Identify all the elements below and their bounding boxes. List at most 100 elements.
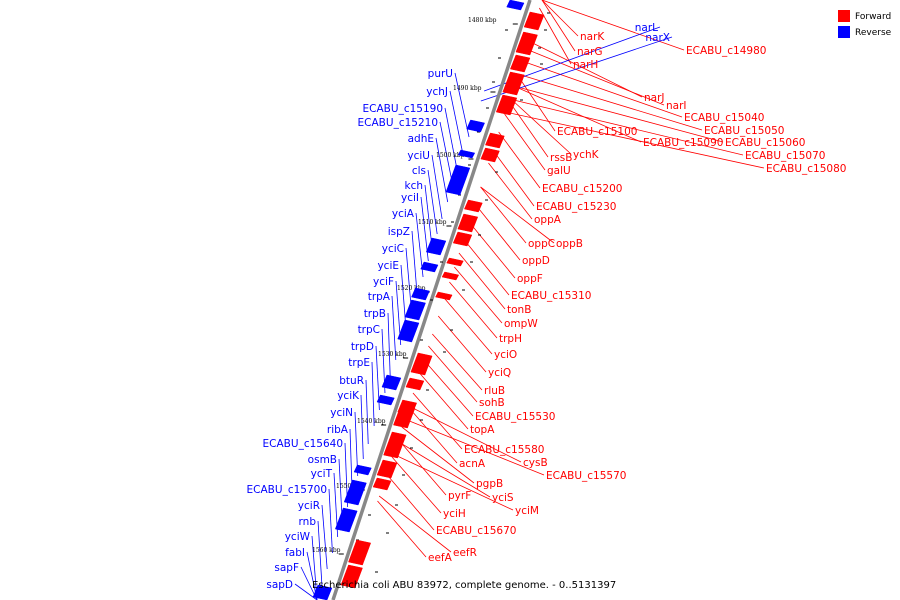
gene-leader-line: [328, 488, 333, 554]
gene-leader-line: [492, 149, 535, 207]
gene-label-cls: cls: [412, 165, 426, 177]
gene-label-ycih: yciH: [443, 508, 466, 520]
gene-label-ompw: ompW: [504, 318, 538, 330]
gene-label-yciw: yciW: [285, 531, 311, 543]
gene-leader-line: [411, 230, 418, 296]
gene-label-acna: acnA: [459, 458, 486, 470]
forward-gene-block: [372, 477, 392, 491]
gene-leader-line: [488, 162, 533, 220]
kbp-tick-label: 1510 kbp: [418, 219, 447, 226]
legend: Forward Reverse: [838, 10, 892, 38]
gene-label-pyrf: pyrF: [448, 490, 471, 502]
forward-gene-block: [510, 54, 531, 73]
gene-label-ecabu-c15230: ECABU_c15230: [536, 201, 616, 213]
kbp-tick-label: 1480 kbp: [468, 17, 497, 24]
gene-leader-line: [371, 361, 375, 427]
forward-gene-block: [441, 271, 460, 281]
gene-label-ycim: yciM: [515, 505, 539, 517]
gene-leader-line: [404, 418, 545, 476]
gene-leader-line: [400, 264, 407, 330]
gene-label-ycif: yciF: [373, 276, 394, 288]
reverse-gene-block: [457, 149, 476, 159]
gene-label-yciq: yciQ: [488, 367, 511, 379]
gene-label-eefa: eefA: [428, 552, 453, 564]
gene-leader-line: [504, 113, 546, 171]
gene-leader-line: [463, 238, 510, 296]
gene-leader-line: [437, 315, 487, 373]
gene-label-sapd: sapD: [266, 579, 293, 591]
gene-label-trpd: trpD: [351, 341, 374, 353]
gene-label-ecabu-c15070: ECABU_c15070: [745, 150, 825, 162]
gene-leader-line: [498, 131, 541, 189]
gene-leader-line: [387, 312, 391, 378]
gene-label-ispz: ispZ: [388, 226, 410, 238]
gene-label-fabi: fabI: [285, 547, 305, 559]
forward-gene-block: [446, 257, 464, 267]
gene-label-galu: galU: [547, 165, 571, 177]
gene-label-oppc: oppC: [528, 238, 555, 250]
gene-label-trph: trpH: [499, 333, 522, 345]
gene-label-eefr: eefR: [453, 547, 477, 559]
gene-label-ecabu-c15090: ECABU_c15090: [643, 137, 723, 149]
forward-gene-block: [383, 431, 407, 459]
gene-leader-line: [480, 186, 527, 244]
gene-leader-line: [427, 169, 438, 235]
gene-leader-line: [517, 73, 703, 131]
gene-leader-line: [539, 7, 572, 65]
legend-forward-swatch: [838, 10, 850, 22]
gene-label-ecabu-c15670: ECABU_c15670: [436, 525, 516, 537]
gene-label-ycia: yciA: [392, 208, 415, 220]
gene-label-oppf: oppF: [517, 273, 543, 285]
legend-reverse-label: Reverse: [855, 28, 892, 38]
gene-label-osmb: osmB: [308, 454, 337, 466]
gene-label-ecabu-c15060: ECABU_c15060: [725, 137, 805, 149]
reverse-gene-block: [411, 287, 430, 301]
gene-label-oppa: oppA: [534, 214, 562, 226]
gene-leader-line: [401, 426, 475, 484]
gene-label-ecabu-c15100: ECABU_c15100: [557, 126, 637, 138]
gene-label-sapf: sapF: [274, 562, 299, 574]
gene-leader-line: [541, 0, 685, 51]
gene-label-ecabu-c15580: ECABU_c15580: [464, 444, 544, 456]
gene-leader-line: [405, 247, 412, 313]
gene-label-riba: ribA: [327, 424, 349, 436]
gene-label-ycio: yciO: [494, 349, 517, 361]
gene-leader-line: [521, 60, 683, 118]
gene-leader-line: [432, 333, 483, 391]
gene-label-tonb: tonB: [507, 304, 531, 316]
gene-leader-line: [424, 184, 433, 250]
reverse-gene-block: [404, 299, 426, 321]
forward-gene-block: [523, 11, 545, 31]
gene-leader-line: [458, 252, 506, 310]
gene-label-trpa: trpA: [368, 291, 391, 303]
gene-leader-line: [474, 203, 521, 261]
gene-label-ychk: ychK: [573, 149, 600, 161]
gene-leader-line: [408, 406, 458, 464]
gene-leader-line: [449, 281, 498, 339]
gene-label-rnb: rnb: [299, 516, 317, 528]
kbp-tick-label: 1540 kbp: [357, 418, 386, 425]
gene-leader-line: [391, 456, 442, 514]
forward-gene-block: [480, 147, 500, 163]
gene-label-puru: purU: [428, 68, 453, 80]
reverse-gene-block: [425, 237, 447, 256]
gene-leader-line: [392, 453, 514, 511]
forward-gene-block: [348, 539, 372, 566]
gene-label-ecabu-c15570: ECABU_c15570: [546, 470, 626, 482]
gene-leader-line: [525, 48, 665, 106]
gene-label-ycie: yciE: [377, 260, 399, 272]
reverse-gene-block: [334, 507, 358, 533]
gene-label-ycit: yciT: [311, 468, 333, 480]
forward-gene-block: [405, 377, 425, 391]
gene-label-narj: narJ: [644, 92, 665, 104]
gene-leader-line: [378, 495, 452, 553]
kbp-tick-label: 1560 kbp: [312, 547, 341, 554]
gene-label-ycin: yciN: [330, 407, 353, 419]
gene-leader-line: [360, 394, 364, 460]
gene-label-ecabu-c15190: ECABU_c15190: [363, 103, 443, 115]
forward-gene-block: [502, 71, 525, 96]
forward-gene-block: [410, 352, 433, 376]
forward-gene-block: [457, 213, 479, 233]
reverse-gene-block: [343, 479, 367, 506]
gene-label-sohb: sohB: [479, 397, 505, 409]
